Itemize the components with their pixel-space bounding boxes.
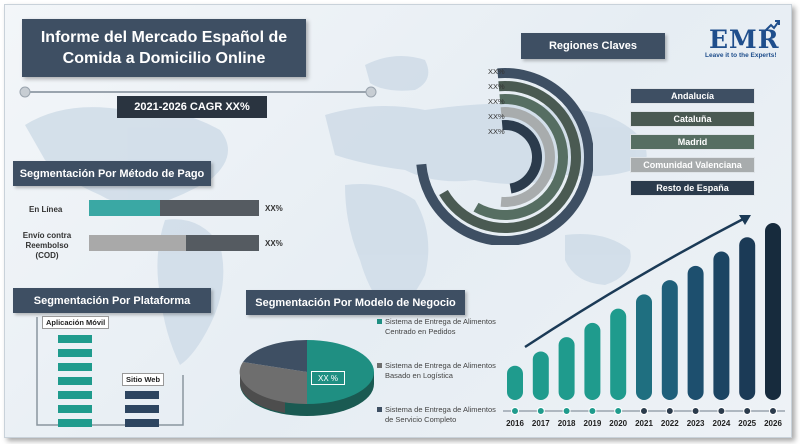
platform-section-title: Segmentación Por Plataforma xyxy=(13,288,211,313)
trend-arrow xyxy=(524,215,748,349)
trend-arrow-head xyxy=(739,215,751,225)
platform-mobile-block xyxy=(58,391,92,399)
business-model-pie xyxy=(239,339,374,416)
growth-bar xyxy=(532,351,549,400)
emr-logo: EMR Leave it to the Experts! xyxy=(693,19,783,65)
growth-bar xyxy=(765,223,781,400)
axis-marker-dot xyxy=(717,407,726,415)
axis-marker-dot xyxy=(588,407,597,415)
market-growth-bar-chart: 2016 2017 2018 2019 2020 2021 2022 2023 2024 2025… xyxy=(503,215,785,428)
payment-section-title: Segmentación Por Método de Pago xyxy=(13,161,211,186)
year-tick-label: 2024 xyxy=(713,419,731,428)
growth-bar xyxy=(507,365,523,400)
axis-marker-dot xyxy=(640,407,648,415)
growth-bar xyxy=(558,337,575,400)
year-tick-label: 2018 xyxy=(558,419,576,428)
pie-center-label: XX % xyxy=(311,371,345,385)
region-ring-arc xyxy=(416,68,593,245)
payment-value-online: XX% xyxy=(265,204,283,213)
axis-marker-dot xyxy=(511,407,519,415)
growth-bar xyxy=(636,294,652,400)
cagr-badge: 2021-2026 CAGR XX% xyxy=(117,96,267,118)
year-tick-label: 2017 xyxy=(532,419,550,428)
growth-bar xyxy=(584,322,601,400)
axis-marker-dot xyxy=(743,407,752,415)
platform-mobile-block xyxy=(58,349,92,357)
region-ring-value: XX% xyxy=(488,112,505,121)
region-ring-value: XX% xyxy=(488,97,505,106)
growth-bar xyxy=(610,308,627,400)
region-label-box: Madrid xyxy=(630,134,755,150)
infographic-frame: Informe del Mercado Español de Comida a … xyxy=(4,4,792,438)
year-tick-label: 2023 xyxy=(687,419,705,428)
payment-bar-online-fill xyxy=(89,200,161,216)
growth-bar xyxy=(687,265,704,400)
axis-marker-dot xyxy=(665,407,674,415)
payment-label-online: En Línea xyxy=(29,205,63,214)
platform-mobile-block xyxy=(58,405,92,413)
growth-bar xyxy=(739,237,756,400)
payment-bar-cod xyxy=(89,235,259,251)
legend-swatch xyxy=(377,319,382,324)
growth-arrow-icon xyxy=(762,20,780,34)
growth-bar xyxy=(661,280,678,400)
axis-marker-dot xyxy=(769,407,777,415)
business-model-legend-item: Sistema de Entrega de Alimentos de Servi… xyxy=(377,405,497,424)
axis-marker-dot xyxy=(614,407,623,415)
pie-slice-order-focused xyxy=(307,340,374,404)
year-tick-label: 2025 xyxy=(738,419,756,428)
region-ring-value: XX% xyxy=(488,67,505,76)
year-tick-label: 2019 xyxy=(584,419,602,428)
region-label-box: Cataluña xyxy=(630,111,755,127)
platform-mobile-block xyxy=(58,363,92,371)
pie-slice-logistics xyxy=(239,362,307,405)
payment-bar-online xyxy=(89,200,259,216)
axis-marker-dot xyxy=(562,407,571,415)
region-label-box: Andalucía xyxy=(630,88,755,104)
pie-slice-full-service xyxy=(243,339,307,372)
platform-mobile-block xyxy=(58,335,92,343)
growth-bar xyxy=(713,251,730,400)
legend-swatch xyxy=(377,407,382,412)
year-tick-label: 2022 xyxy=(661,419,679,428)
business-model-section-title: Segmentación Por Modelo de Negocio xyxy=(246,290,465,315)
region-ring-arc xyxy=(500,107,555,207)
axis-marker-dot xyxy=(536,407,545,415)
platform-label-web: Sitio Web xyxy=(122,373,165,386)
axis-marker-dot xyxy=(691,407,700,415)
year-tick-label: 2026 xyxy=(764,419,782,428)
regions-ring-chart xyxy=(416,68,593,245)
platform-label-mobile: Aplicación Móvil xyxy=(42,316,110,329)
year-tick-label: 2020 xyxy=(609,419,627,428)
business-model-legend-item: Sistema de Entrega de Alimentos Centrado… xyxy=(377,317,497,336)
region-label-box: Resto de España xyxy=(630,180,755,196)
region-ring-arc xyxy=(501,120,542,194)
title-divider xyxy=(19,86,377,98)
legend-label: Sistema de Entrega de Alimentos de Servi… xyxy=(385,405,496,424)
platform-bracket xyxy=(36,317,184,426)
payment-bar-cod-fill xyxy=(89,235,186,251)
year-tick-label: 2016 xyxy=(506,419,524,428)
business-model-legend-item: Sistema de Entrega de Alimentos Basado e… xyxy=(377,361,497,380)
region-ring-arc xyxy=(473,94,568,220)
region-ring-value: XX% xyxy=(488,127,505,136)
legend-swatch xyxy=(377,363,382,368)
legend-label: Sistema de Entrega de Alimentos Centrado… xyxy=(385,317,496,336)
payment-label-cod: Envío contra Reembolso (COD) xyxy=(22,231,72,260)
region-label-box: Comunidad Valenciana xyxy=(630,157,755,173)
platform-web-block xyxy=(125,405,159,413)
platform-mobile-block xyxy=(58,419,92,427)
year-tick-label: 2021 xyxy=(635,419,653,428)
platform-web-block xyxy=(125,419,159,427)
page-title: Informe del Mercado Español de Comida a … xyxy=(22,19,306,77)
regions-section-title: Regiones Claves xyxy=(521,33,665,59)
platform-mobile-block xyxy=(58,377,92,385)
platform-web-block xyxy=(125,391,159,399)
legend-label: Sistema de Entrega de Alimentos Basado e… xyxy=(385,361,496,380)
region-ring-value: XX% xyxy=(488,82,505,91)
payment-value-cod: XX% xyxy=(265,239,283,248)
region-ring-arc xyxy=(439,81,581,233)
